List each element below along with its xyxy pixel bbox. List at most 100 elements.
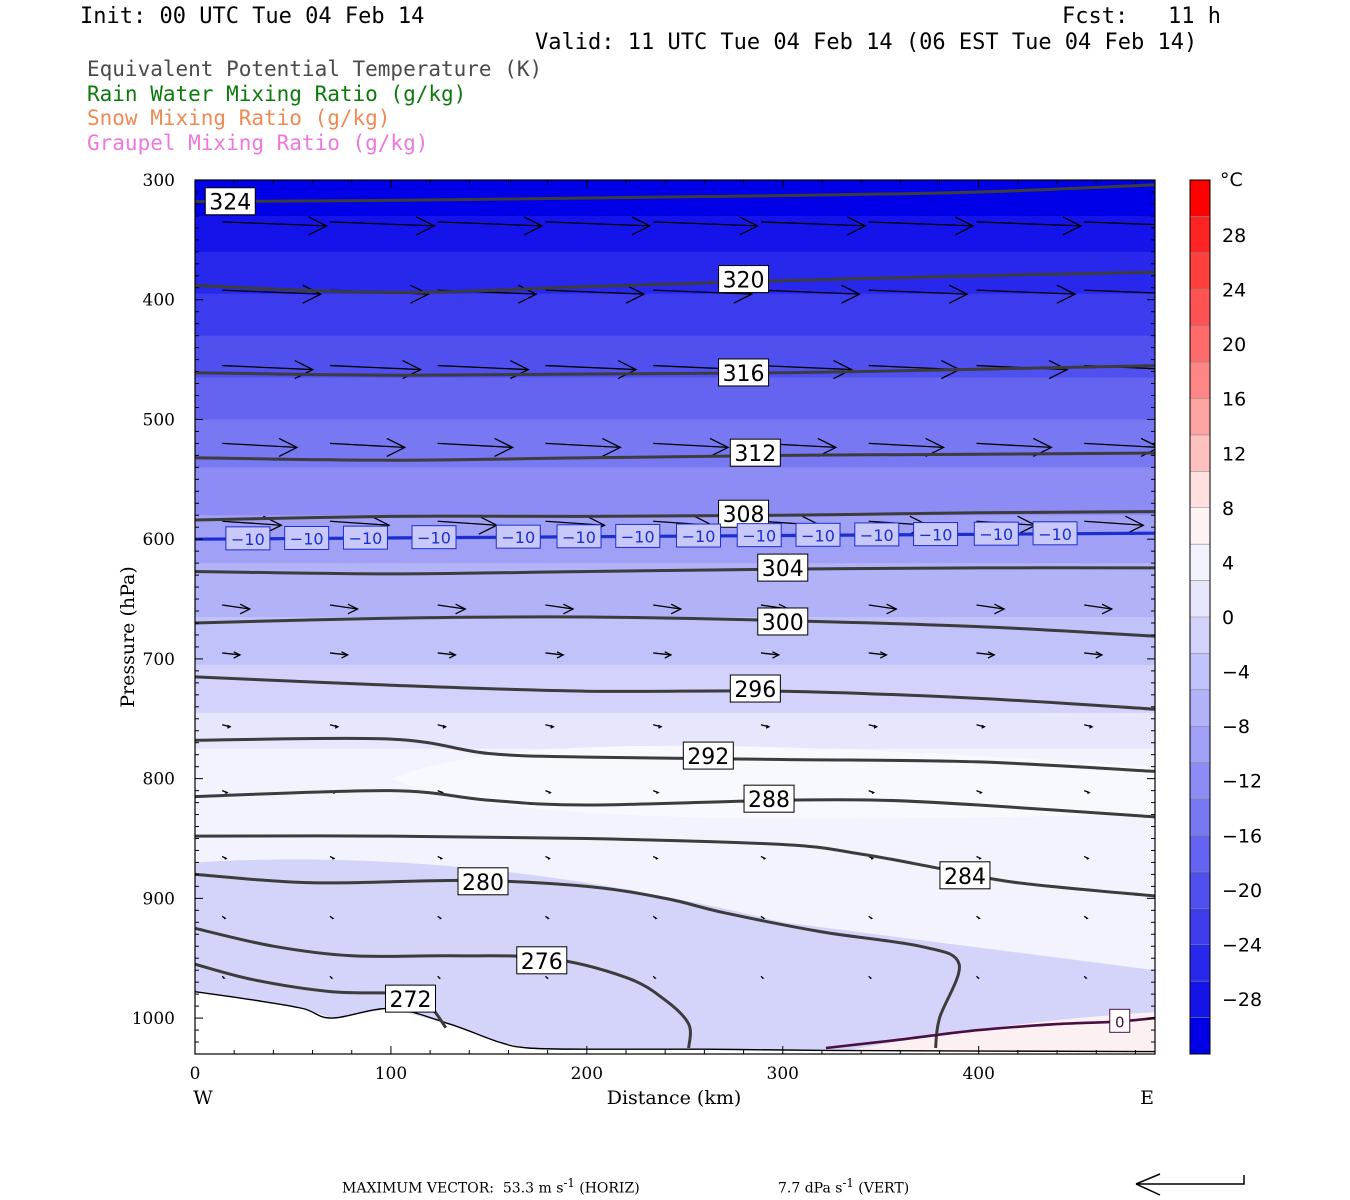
- svg-text:−10: −10: [801, 526, 835, 545]
- colorbar-label: −4: [1222, 662, 1250, 684]
- temperature-label: −10: [913, 522, 959, 547]
- svg-text:−10: −10: [1038, 525, 1072, 544]
- svg-text:292: 292: [687, 745, 729, 770]
- terrain-outline: [195, 991, 1155, 1053]
- vert-exponent: -1: [842, 1176, 854, 1190]
- wind-vector: [329, 975, 334, 980]
- colorbar-swatch: [1190, 471, 1210, 509]
- colorbar: 28 24 20 16 12 8 4 0 −4 −8 −12 −16 −20 −24 −28 °C: [1189, 169, 1262, 1055]
- wind-vector: [222, 724, 232, 729]
- svg-text:276: 276: [521, 950, 563, 975]
- colorbar-swatch: [1190, 362, 1210, 399]
- svg-text:312: 312: [734, 442, 776, 467]
- wind-vector: [868, 915, 874, 920]
- wind-vector: [437, 915, 443, 920]
- wind-vector: [760, 284, 861, 304]
- y-tick-label: 500: [143, 410, 175, 430]
- colorbar-swatch: [1190, 617, 1210, 654]
- colorbar-swatch: [1190, 216, 1210, 254]
- wind-vector: [760, 915, 766, 920]
- wind-vector: [1083, 790, 1091, 795]
- colorbar-unit: °C: [1220, 169, 1243, 191]
- colorbar-swatch: [1190, 908, 1210, 946]
- temperature-band: [195, 180, 1155, 217]
- wind-vector: [222, 437, 299, 457]
- wind-vector: [329, 651, 350, 659]
- colorbar-swatch: [1190, 653, 1210, 691]
- svg-text:−10: −10: [860, 526, 894, 545]
- wind-vector: [976, 724, 986, 729]
- east-label: E: [1140, 1087, 1154, 1109]
- colorbar-label: −8: [1222, 716, 1250, 738]
- wind-vector: [976, 915, 981, 920]
- wind-vector: [868, 603, 898, 615]
- legend-entry: Snow Mixing Ratio (g/kg): [87, 106, 391, 130]
- wind-vector: [652, 855, 659, 860]
- svg-text:316: 316: [723, 362, 765, 387]
- colorbar-label: 4: [1222, 552, 1234, 574]
- svg-text:288: 288: [748, 788, 790, 813]
- y-tick-label: 400: [143, 291, 175, 311]
- x-tick-label: 0: [190, 1064, 201, 1084]
- colorbar-swatch: [1190, 580, 1210, 618]
- colorbar-swatch: [1190, 689, 1210, 727]
- wind-vector: [976, 603, 1006, 615]
- wind-vector: [760, 359, 854, 380]
- max-vert-unit: (VERT): [853, 1180, 910, 1197]
- wind-vector: [652, 915, 658, 920]
- colorbar-label: 20: [1222, 334, 1246, 356]
- colorbar-label: −20: [1222, 880, 1262, 902]
- wind-vector: [221, 855, 228, 860]
- theta-e-label: 280: [457, 867, 509, 896]
- theta-e-label: 276: [516, 946, 568, 975]
- theta-e-contour: [195, 183, 1155, 204]
- svg-text:−10: −10: [290, 529, 324, 548]
- theta-e-label: 320: [718, 265, 770, 294]
- theta-e-contour: [195, 451, 1155, 462]
- wind-vector: [1084, 651, 1104, 659]
- svg-text:284: 284: [944, 865, 986, 890]
- temperature-band: [195, 215, 1155, 253]
- wind-vector: [976, 651, 996, 659]
- wind-vector: [1083, 975, 1088, 980]
- colorbar-swatch: [1190, 981, 1210, 1019]
- wind-vector: [868, 790, 876, 795]
- theta-e-contour: [195, 510, 1155, 522]
- colorbar-swatch: [1190, 252, 1210, 290]
- wind-vector: [221, 915, 227, 920]
- wind-vector: [545, 216, 652, 236]
- theta-e-contour: [195, 789, 1155, 819]
- y-tick-label: 300: [143, 171, 175, 191]
- wind-vector: [652, 975, 657, 980]
- svg-text:300: 300: [762, 611, 804, 636]
- wind-vector: [437, 216, 544, 236]
- colorbar-swatch: [1190, 544, 1210, 582]
- y-tick-label: 900: [143, 889, 175, 909]
- wind-vector: [868, 975, 873, 980]
- svg-text:−10: −10: [501, 528, 535, 547]
- colorbar-label: −28: [1222, 989, 1262, 1011]
- y-tick-label: 800: [143, 770, 175, 790]
- max-vector-info: MAXIMUM VECTOR: 53.3 m s-1 (HORIZ): [342, 1176, 640, 1197]
- y-axis-label: Pressure (hPa): [117, 566, 139, 708]
- wind-vector: [329, 915, 335, 920]
- wind-vector: [437, 975, 442, 980]
- wind-vector: [545, 359, 638, 380]
- temperature-band: [195, 293, 1155, 337]
- wind-vector: [1083, 855, 1090, 860]
- wind-vector: [545, 915, 550, 920]
- theta-e-contour: [195, 615, 1155, 638]
- temperature-band: [195, 377, 1155, 421]
- colorbar-swatch: [1190, 398, 1210, 436]
- wind-vector: [329, 216, 436, 236]
- temperature-band: [195, 251, 1155, 295]
- temperature-band: [195, 664, 1155, 714]
- wind-vector: [545, 437, 622, 457]
- theta-e-contour: [195, 566, 1155, 576]
- colorbar-swatch: [1190, 289, 1210, 327]
- colorbar-swatch: [1190, 726, 1210, 764]
- temperature-label: −10: [1032, 521, 1078, 546]
- wind-vector: [545, 724, 555, 729]
- svg-text:−10: −10: [919, 526, 953, 545]
- x-tick-label: 400: [962, 1064, 994, 1084]
